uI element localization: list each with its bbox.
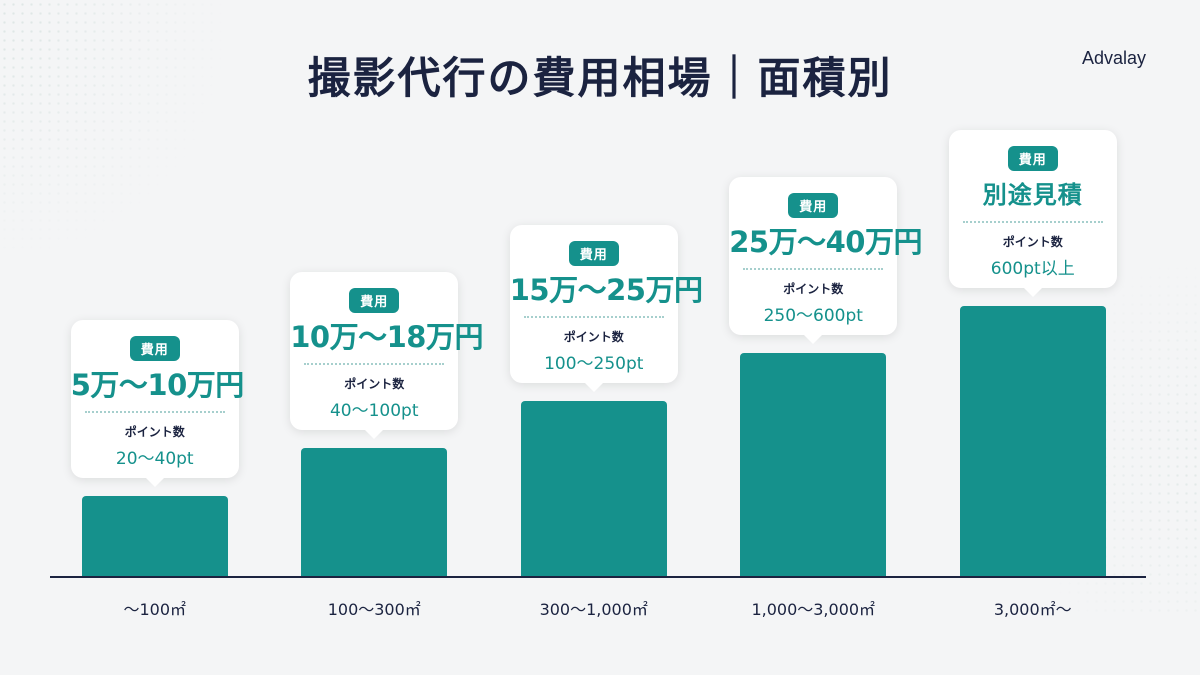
x-tick-label-5: 3,000㎡～ <box>993 600 1072 619</box>
points-value: 100～250pt <box>544 353 644 374</box>
cost-bubble-1: 費用 5万～10万円ポイント数 20～40pt <box>70 320 245 487</box>
x-tick-label-2: 100～300㎡ <box>327 600 421 619</box>
price-range: 15万～25万円 <box>509 272 703 307</box>
price-range: 25万～40万円 <box>729 225 922 260</box>
points-value: 20～40pt <box>115 449 194 469</box>
bar-2 <box>301 448 448 576</box>
dotted-divider <box>304 363 445 366</box>
bar-5 <box>959 305 1106 576</box>
bar-1 <box>81 496 228 576</box>
cost-badge: 費用 <box>349 288 400 314</box>
points-label: ポイント数 <box>344 377 405 392</box>
x-tick-label-1: ～100㎡ <box>123 600 187 619</box>
points-value: 600pt以上 <box>990 258 1075 279</box>
dotted-divider <box>523 315 664 318</box>
dotted-divider <box>743 268 884 271</box>
points-label: ポイント数 <box>124 425 185 439</box>
points-value: 250～600pt <box>763 306 863 327</box>
points-value: 40～100pt <box>329 401 419 422</box>
points-label: ポイント数 <box>783 282 844 297</box>
cost-bubble-2: 費用 10万～18万円ポイント数 40～100pt <box>290 272 483 440</box>
cost-badge: 費用 <box>129 336 180 361</box>
cost-badge: 費用 <box>568 240 619 266</box>
x-tick-label-4: 1,000～3,000㎡ <box>751 600 876 619</box>
x-tick-label-3: 300～1,000㎡ <box>539 600 648 619</box>
cost-badge: 費用 <box>788 193 839 219</box>
price-range: 5万～10万円 <box>70 368 245 402</box>
bar-4 <box>740 353 887 576</box>
points-label: ポイント数 <box>563 329 624 344</box>
bar-3 <box>520 400 667 576</box>
brand-logo: Advalay <box>1081 48 1146 68</box>
cost-bubble-5: 費用別途見積ポイント数 600pt以上 <box>948 129 1117 297</box>
cost-bubble-4: 費用 25万～40万円ポイント数 250～600pt <box>729 177 922 345</box>
cost-badge: 費用 <box>1007 145 1058 171</box>
points-label: ポイント数 <box>1002 234 1063 249</box>
chart-title: 撮影代行の費用相場｜面積別 <box>307 54 893 104</box>
background-dots-left <box>0 0 230 260</box>
cost-bubble-3: 費用 15万～25万円ポイント数 100～250pt <box>509 224 703 392</box>
x-axis-baseline <box>50 576 1146 578</box>
dotted-divider <box>962 220 1103 223</box>
dotted-divider <box>84 411 225 413</box>
price-range: 10万～18万円 <box>290 320 483 355</box>
price-range: 別途見積 <box>982 180 1083 209</box>
